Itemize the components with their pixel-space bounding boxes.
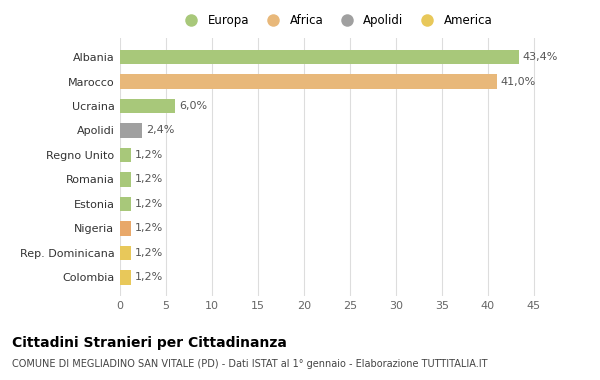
- Text: 6,0%: 6,0%: [179, 101, 207, 111]
- Text: 1,2%: 1,2%: [135, 174, 163, 184]
- Bar: [120, 221, 131, 236]
- Bar: [120, 74, 497, 89]
- Text: 1,2%: 1,2%: [135, 199, 163, 209]
- Bar: [120, 172, 131, 187]
- Bar: [120, 147, 131, 162]
- Bar: [120, 99, 175, 113]
- Text: 1,2%: 1,2%: [135, 248, 163, 258]
- Text: 1,2%: 1,2%: [135, 272, 163, 282]
- Text: Cittadini Stranieri per Cittadinanza: Cittadini Stranieri per Cittadinanza: [12, 336, 287, 350]
- Bar: [120, 123, 142, 138]
- Bar: [120, 270, 131, 285]
- Text: 1,2%: 1,2%: [135, 150, 163, 160]
- Bar: [120, 50, 519, 65]
- Text: COMUNE DI MEGLIADINO SAN VITALE (PD) - Dati ISTAT al 1° gennaio - Elaborazione T: COMUNE DI MEGLIADINO SAN VITALE (PD) - D…: [12, 359, 487, 369]
- Bar: [120, 245, 131, 260]
- Text: 41,0%: 41,0%: [500, 76, 536, 87]
- Text: 2,4%: 2,4%: [146, 125, 174, 136]
- Text: 1,2%: 1,2%: [135, 223, 163, 233]
- Text: 43,4%: 43,4%: [523, 52, 558, 62]
- Legend: Europa, Africa, Apolidi, America: Europa, Africa, Apolidi, America: [179, 14, 493, 27]
- Bar: [120, 196, 131, 211]
